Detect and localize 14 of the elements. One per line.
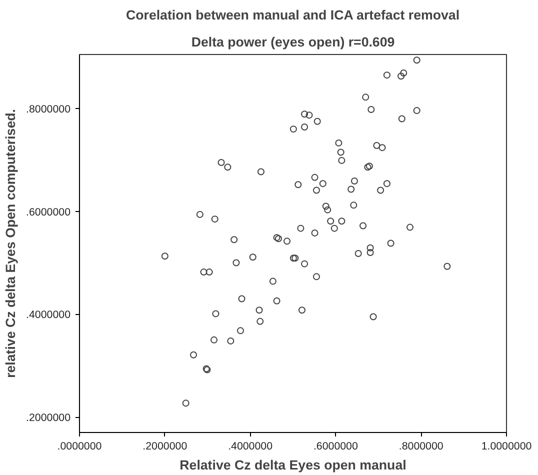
x-axis-title: Relative Cz delta Eyes open manual [180,458,406,472]
y-tick-label: .4000000 [26,309,71,322]
x-tick-label: .0000000 [57,440,102,452]
chart-subtitle: Delta power (eyes open) r=0.609 [191,34,395,50]
x-tick-label: .8000000 [398,440,444,452]
x-tick-label: .4000000 [228,440,273,452]
y-axis-title: relative Cz delta Eyes Open computerised. [3,109,18,378]
x-tick-label: 1.0000000 [481,440,532,452]
x-tick-label: .6000000 [313,440,358,452]
y-tick-label: .6000000 [26,206,71,218]
chart-title: Corelation between manual and ICA artefact removal [126,8,460,22]
y-tick-label: .2000000 [26,412,71,424]
y-tick-label: .8000000 [26,104,71,116]
x-tick-label: .2000000 [142,440,188,452]
